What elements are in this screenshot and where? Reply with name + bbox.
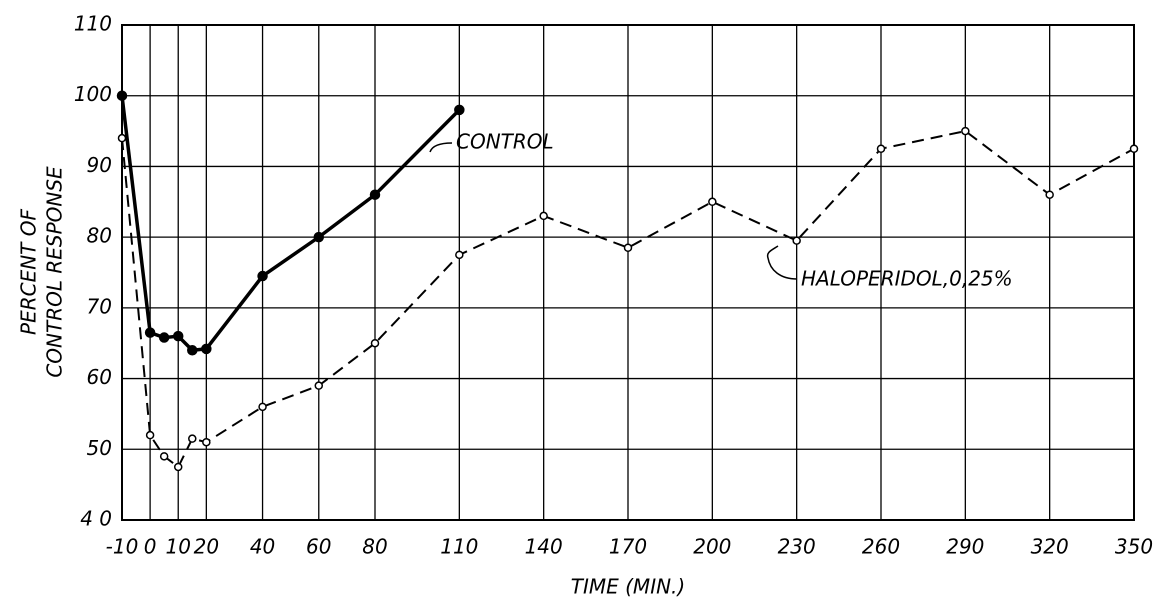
data-point <box>1129 144 1139 153</box>
y-tick-label: 50 <box>87 436 112 460</box>
data-point <box>116 90 128 101</box>
data-point <box>454 104 465 116</box>
data-point <box>202 437 211 447</box>
x-tick-label: 200 <box>693 535 731 559</box>
y-tick-label: 60 <box>87 365 112 389</box>
data-point <box>187 345 198 356</box>
data-point <box>257 270 268 282</box>
x-tick-label: 20 <box>194 535 219 559</box>
data-point <box>313 231 325 243</box>
data-point <box>314 381 324 390</box>
data-point <box>876 144 886 153</box>
data-point <box>623 243 633 252</box>
x-tick-label: -10 <box>106 535 139 559</box>
data-point <box>144 327 156 338</box>
y-tick-label: 110 <box>74 12 112 36</box>
y-axis-label: CONTROL RESPONSE <box>43 166 67 378</box>
data-point <box>370 338 380 348</box>
data-point <box>258 402 267 412</box>
data-point <box>201 343 212 355</box>
data-point <box>159 452 169 461</box>
leader-line <box>429 142 453 153</box>
data-point <box>173 462 183 472</box>
y-tick-label: 90 <box>87 153 112 177</box>
data-point <box>961 126 970 136</box>
data-point <box>539 211 548 221</box>
data-point <box>145 430 155 440</box>
x-tick-label: 140 <box>525 535 563 559</box>
data-point <box>158 332 170 343</box>
x-tick-label: 10 <box>165 535 190 559</box>
series-annotation: CONTROL <box>456 130 554 154</box>
data-point <box>455 250 464 260</box>
x-tick-label: 290 <box>946 535 984 559</box>
x-tick-label: 350 <box>1115 535 1153 559</box>
x-tick-label: 230 <box>778 535 816 559</box>
series-line <box>121 129 1135 469</box>
y-tick-label: 80 <box>87 224 112 248</box>
y-tick-label: 70 <box>87 294 112 318</box>
x-tick-label: 60 <box>306 535 331 559</box>
x-tick-label: 320 <box>1031 535 1069 559</box>
data-point <box>188 434 197 443</box>
x-tick-label: 260 <box>862 535 900 559</box>
y-tick-label: 4 0 <box>80 507 112 531</box>
x-tick-label: 80 <box>362 535 387 559</box>
series-annotation: HALOPERIDOL,0,25% <box>801 267 1013 291</box>
data-point <box>117 133 127 143</box>
y-tick-label: 100 <box>74 82 112 106</box>
x-tick-label: 110 <box>440 535 478 559</box>
series-line <box>120 95 461 353</box>
data-point <box>172 330 184 342</box>
x-tick-label: 170 <box>609 535 647 559</box>
x-tick-label: 0 <box>144 535 157 559</box>
data-point <box>708 197 717 207</box>
data-point <box>792 236 801 245</box>
data-point <box>1045 190 1054 199</box>
y-axis-label: PERCENT OF <box>17 209 41 335</box>
leader-line <box>766 245 798 280</box>
data-point <box>369 189 381 200</box>
x-tick-label: 40 <box>250 535 275 559</box>
x-axis-label: TIME (MIN.) <box>571 575 685 599</box>
